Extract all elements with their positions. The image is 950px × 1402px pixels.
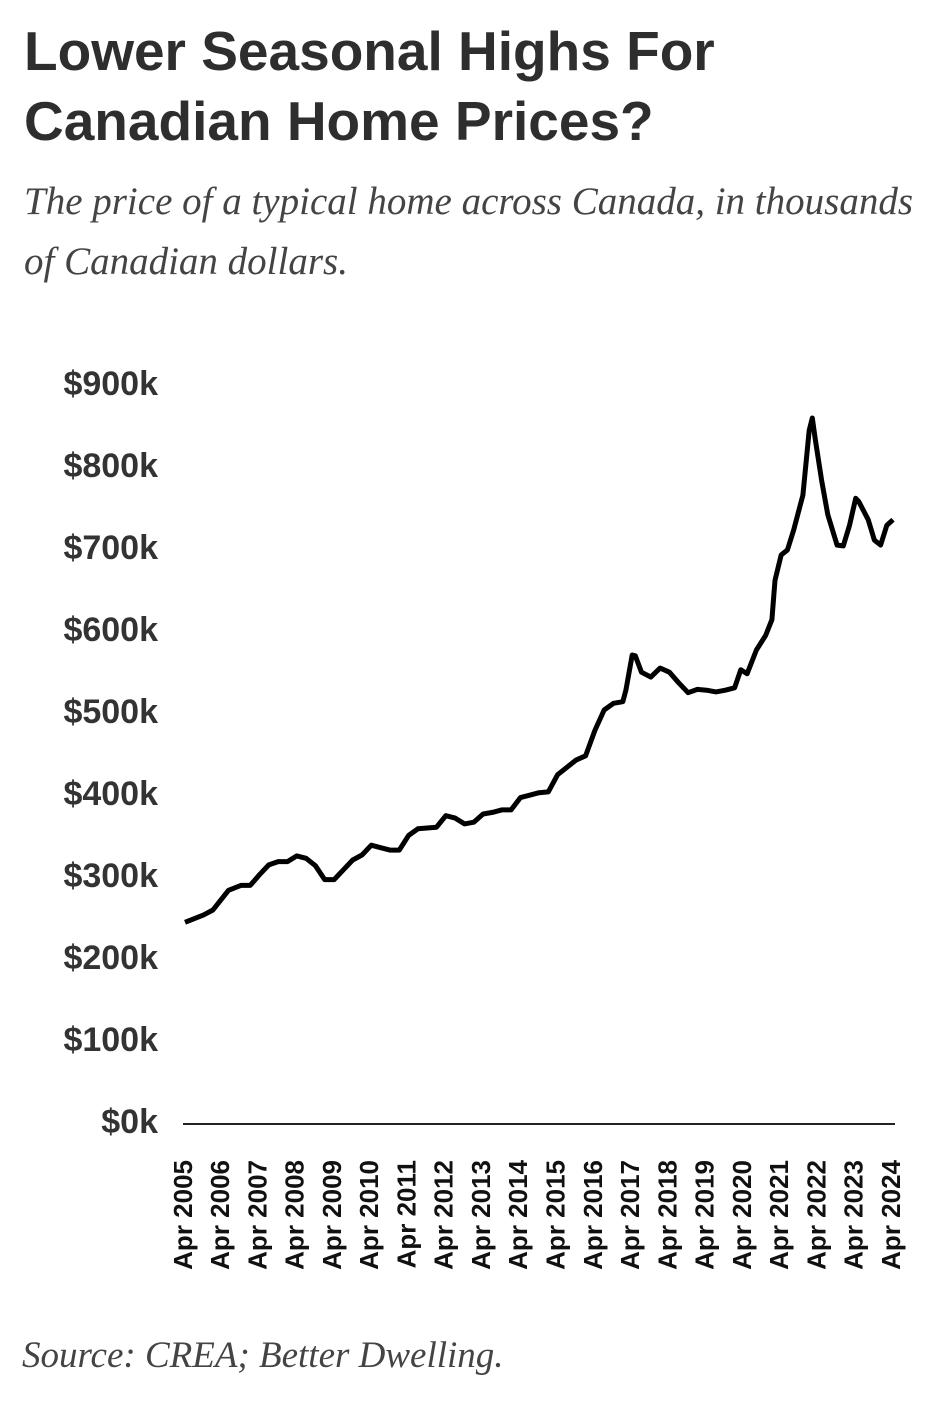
- price-line: [184, 415, 895, 925]
- x-tick-label: Apr 2012: [429, 1160, 459, 1270]
- y-tick-label: $500k: [63, 693, 158, 731]
- x-tick-label: Apr 2022: [801, 1160, 831, 1270]
- x-tick-label: Apr 2024: [876, 1159, 906, 1269]
- chart-title: Lower Seasonal Highs For Canadian Home P…: [24, 20, 715, 152]
- x-tick-label: Apr 2005: [168, 1160, 198, 1270]
- x-tick-label: Apr 2015: [541, 1160, 571, 1270]
- source-note: Source: CREA; Better Dwelling.: [22, 1335, 504, 1376]
- x-tick-label: Apr 2017: [615, 1160, 645, 1270]
- y-tick-label: $800k: [63, 447, 158, 485]
- y-tick-label: $300k: [63, 857, 158, 895]
- x-tick-label: Apr 2021: [764, 1160, 794, 1270]
- x-tick-label: Apr 2010: [354, 1160, 384, 1270]
- y-tick-label: $600k: [63, 611, 158, 649]
- x-tick-label: Apr 2013: [466, 1160, 496, 1270]
- x-tick-label: Apr 2011: [391, 1160, 421, 1268]
- x-tick-label: Apr 2019: [690, 1160, 720, 1270]
- x-tick-label: Apr 2016: [578, 1160, 608, 1270]
- x-tick-label: Apr 2008: [280, 1160, 310, 1270]
- x-tick-label: Apr 2007: [242, 1160, 272, 1270]
- x-tick-label: Apr 2009: [317, 1160, 347, 1270]
- y-tick-label: $400k: [63, 775, 158, 813]
- y-tick-label: $700k: [63, 529, 158, 567]
- x-tick-label: Apr 2018: [652, 1160, 682, 1270]
- x-tick-label: Apr 2020: [727, 1160, 757, 1270]
- y-tick-label: $100k: [63, 1021, 158, 1059]
- x-tick-label: Apr 2023: [839, 1160, 869, 1270]
- y-tick-label: $900k: [63, 365, 158, 403]
- x-tick-label: Apr 2014: [503, 1159, 533, 1269]
- y-tick-label: $200k: [63, 939, 158, 977]
- x-tick-label: Apr 2006: [205, 1160, 235, 1270]
- chart-subtitle: The price of a typical home across Canad…: [24, 180, 914, 283]
- y-tick-label: $0k: [101, 1103, 158, 1141]
